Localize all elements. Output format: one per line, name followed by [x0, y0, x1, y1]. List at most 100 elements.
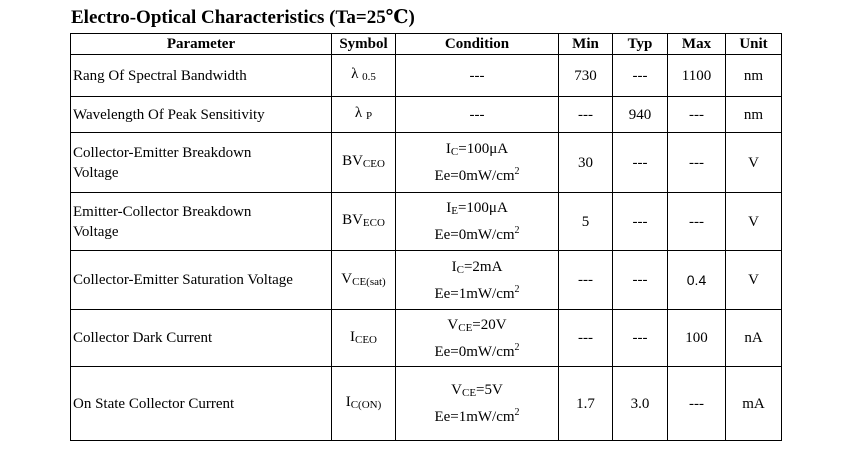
condition-cell: ---: [395, 96, 559, 133]
unit-cell: mA: [725, 366, 782, 441]
symbol-subscript: CEO: [362, 158, 385, 170]
symbol-subscript: CE(sat): [352, 275, 386, 288]
typ-cell: 3.0: [612, 366, 668, 441]
min-cell: 5: [558, 192, 613, 251]
condition-line2: Ee=0mW/cm: [434, 168, 515, 184]
symbol-subscript: C(ON): [350, 399, 382, 411]
condition-superscript: 2: [514, 166, 520, 177]
condition-line1: I: [446, 200, 452, 216]
symbol-cell: ICEO: [331, 309, 396, 367]
condition-line1: ---: [469, 106, 485, 123]
condition-superscript: 2: [514, 341, 520, 353]
parameter-cell: On State Collector Current: [70, 366, 332, 441]
typ-cell: ---: [612, 54, 668, 97]
symbol-base: I: [345, 394, 351, 410]
symbol-cell: BVECO: [331, 192, 396, 251]
symbol-cell: λ P: [331, 96, 396, 133]
unit-cell: nm: [725, 96, 782, 133]
parameter-name: Emitter-Collector Breakdown Voltage: [73, 203, 252, 240]
condition-cell: ---: [395, 54, 559, 97]
condition-line1-rest: =5V: [476, 382, 503, 398]
typ-cell: ---: [612, 132, 668, 193]
max-cell: ---: [667, 96, 726, 133]
symbol-base: BV: [342, 153, 363, 169]
typ-cell: ---: [612, 250, 668, 310]
condition-cell: IE=100μA Ee=0mW/cm2: [395, 192, 559, 251]
symbol-base: I: [350, 328, 355, 345]
condition-superscript: 2: [514, 283, 520, 295]
condition-line2: Ee=0mW/cm: [434, 343, 515, 360]
condition-subscript: C: [456, 263, 464, 276]
symbol-subscript: ECO: [362, 217, 385, 229]
condition-cell: IC=100μA Ee=0mW/cm2: [395, 132, 559, 193]
table-row: Collector-Emitter Breakdown Voltage BVCEO…: [70, 132, 782, 193]
table-row: Collector Dark Current ICEO VCE=20V Ee=0mW/…: [70, 309, 782, 367]
condition-cell: IC=2mA Ee=1mW/cm2: [395, 250, 559, 310]
symbol-subscript: 0.5: [362, 71, 376, 83]
parameter-cell: Collector-Emitter Breakdown Voltage: [70, 132, 332, 193]
condition-line1: V: [451, 382, 462, 398]
condition-line1: ---: [469, 67, 485, 84]
parameter-name: Collector Dark Current: [73, 330, 213, 346]
section-title: Electro-Optical Characteristics (Ta=25℃): [71, 7, 415, 28]
column-header-unit: Unit: [725, 33, 782, 55]
column-header-min: Min: [558, 33, 613, 55]
column-header-max: Max: [667, 33, 726, 55]
condition-line2: Ee=1mW/cm: [434, 409, 515, 425]
condition-line1: I: [451, 258, 457, 275]
parameter-name: Rang Of Spectral Bandwidth: [73, 67, 247, 84]
unit-cell: nA: [725, 309, 782, 367]
condition-line1: V: [447, 316, 459, 333]
min-cell: 1.7: [558, 366, 613, 441]
table-row: Wavelength Of Peak Sensitivity λ P --- --- 9…: [70, 96, 782, 133]
condition-subscript: CE: [461, 387, 477, 399]
max-cell: ---: [667, 132, 726, 193]
column-header-typ: Typ: [612, 33, 668, 55]
symbol-base: λ: [351, 66, 363, 82]
condition-subscript: CE: [458, 321, 473, 334]
unit-cell: nm: [725, 54, 782, 97]
unit-cell: V: [725, 250, 782, 310]
column-header-condition: Condition: [395, 33, 559, 55]
max-cell: ---: [667, 192, 726, 251]
condition-line1: I: [445, 141, 451, 157]
min-cell: 30: [558, 132, 613, 193]
parameter-name: Collector-Emitter Breakdown Voltage: [73, 144, 252, 181]
symbol-cell: BVCEO: [331, 132, 396, 193]
parameter-cell: Emitter-Collector Breakdown Voltage: [70, 192, 332, 251]
symbol-base: V: [341, 270, 353, 287]
table-row: Rang Of Spectral Bandwidth λ 0.5 --- 730 ---…: [70, 54, 782, 97]
parameter-cell: Collector-Emitter Saturation Voltage: [70, 250, 332, 310]
symbol-cell: λ 0.5: [331, 54, 396, 97]
condition-superscript: 2: [514, 225, 520, 236]
unit-cell: V: [725, 132, 782, 193]
condition-subscript: C: [450, 146, 459, 158]
condition-subscript: E: [451, 205, 458, 217]
symbol-subscript: CEO: [355, 333, 377, 346]
table-row: Emitter-Collector Breakdown Voltage BVECO…: [70, 192, 782, 251]
max-cell: 0.4: [667, 250, 726, 310]
parameter-name: Wavelength Of Peak Sensitivity: [73, 106, 265, 123]
parameter-name: Collector-Emitter Saturation Voltage: [73, 272, 293, 288]
typ-cell: 940: [612, 96, 668, 133]
symbol-cell: IC(ON): [331, 366, 396, 441]
condition-cell: VCE=20V Ee=0mW/cm2: [395, 309, 559, 367]
max-cell: ---: [667, 366, 726, 441]
max-cell: 100: [667, 309, 726, 367]
condition-superscript: 2: [514, 407, 520, 418]
condition-cell: VCE=5V Ee=1mW/cm2: [395, 366, 559, 441]
condition-line1-rest: =100μA: [458, 141, 509, 157]
parameter-name: On State Collector Current: [73, 395, 235, 412]
column-header-symbol: Symbol: [331, 33, 396, 55]
symbol-base: λ: [354, 105, 366, 121]
column-header-parameter: Parameter: [70, 33, 332, 55]
condition-line2: Ee=1mW/cm: [434, 285, 515, 302]
condition-line1-rest: =2mA: [463, 258, 503, 275]
symbol-cell: VCE(sat): [331, 250, 396, 310]
min-cell: ---: [558, 250, 613, 310]
condition-line2: Ee=0mW/cm: [434, 227, 515, 243]
symbol-base: BV: [342, 212, 363, 228]
max-cell: 1100: [667, 54, 726, 97]
min-cell: ---: [558, 96, 613, 133]
condition-line1-rest: =20V: [472, 316, 507, 333]
